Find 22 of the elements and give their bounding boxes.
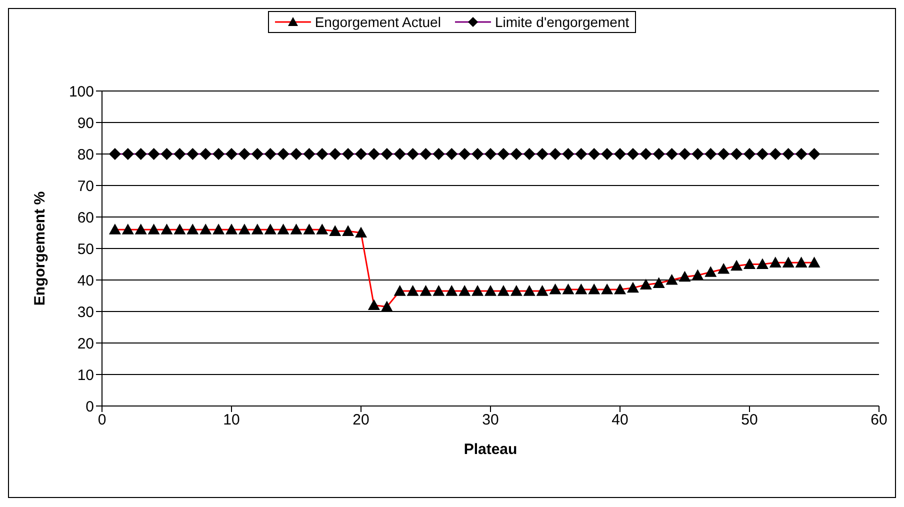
x-tick-label: 20 xyxy=(352,412,370,429)
y-tick-label: 100 xyxy=(68,83,94,100)
y-tick-label: 80 xyxy=(77,146,94,164)
y-tick-label: 0 xyxy=(86,398,94,416)
x-tick-label: 60 xyxy=(870,412,888,429)
y-tick-label: 10 xyxy=(77,366,94,384)
x-tick-label: 30 xyxy=(482,412,499,429)
y-tick-label: 60 xyxy=(77,209,94,226)
y-tick-label: 90 xyxy=(77,114,94,132)
y-tick-label: 20 xyxy=(77,335,94,352)
y-tick-label: 30 xyxy=(77,304,94,321)
x-tick-label: 40 xyxy=(612,412,628,429)
x-tick-label: 0 xyxy=(98,412,106,429)
x-tick-label: 10 xyxy=(223,412,240,429)
legend-label: Engorgement Actuel xyxy=(314,14,441,30)
legend-label: Limite d'engorgement xyxy=(494,14,630,30)
y-tick-label: 50 xyxy=(77,240,94,258)
y-tick-label: 70 xyxy=(77,178,94,195)
y-axis-title: Engorgement % xyxy=(31,191,48,306)
x-axis-title: Plateau xyxy=(464,441,518,458)
x-tick-label: 50 xyxy=(741,412,758,429)
y-tick-label: 40 xyxy=(77,272,94,290)
